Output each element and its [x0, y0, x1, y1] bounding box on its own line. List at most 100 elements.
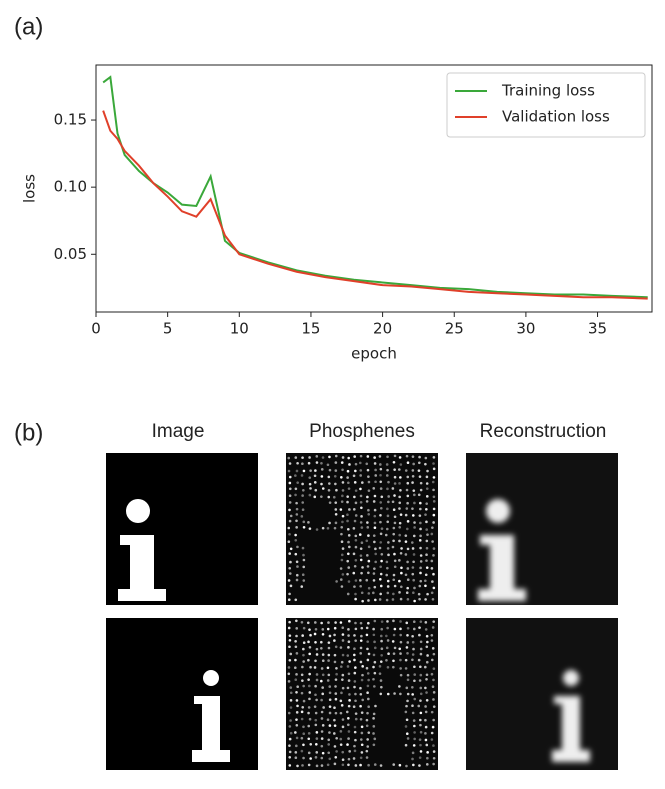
- phosphene: [340, 461, 344, 464]
- phosphene: [287, 598, 291, 602]
- phosphene: [334, 685, 337, 688]
- phosphene: [302, 732, 306, 736]
- phosphene: [413, 521, 416, 524]
- phosphene: [341, 456, 345, 459]
- phosphene: [315, 653, 319, 656]
- phosphene: [295, 723, 299, 727]
- phosphene: [432, 718, 435, 722]
- glyph-stem: [118, 589, 166, 601]
- phosphene: [400, 585, 403, 589]
- phosphene: [424, 738, 428, 742]
- phosphene: [341, 626, 345, 629]
- phosphene: [332, 495, 336, 499]
- phosphene: [411, 685, 414, 689]
- phosphene: [406, 673, 410, 677]
- phosphene: [373, 685, 376, 688]
- phosphene: [296, 545, 299, 549]
- phosphene: [431, 526, 434, 529]
- phosphene: [431, 540, 434, 543]
- phosphene: [365, 578, 369, 582]
- phosphene: [432, 507, 436, 511]
- phosphene: [341, 481, 345, 484]
- image-tile: [466, 618, 618, 770]
- phosphene: [359, 652, 362, 655]
- reconstruction: [478, 499, 526, 601]
- phosphene: [393, 521, 397, 525]
- phosphene: [366, 565, 370, 568]
- phosphene: [328, 501, 332, 504]
- phosphene: [425, 645, 429, 649]
- phosphene: [425, 487, 429, 490]
- phosphene: [314, 684, 317, 688]
- phosphene: [419, 566, 422, 570]
- phosphene: [398, 495, 401, 499]
- phosphene: [359, 474, 362, 477]
- phosphene: [367, 621, 370, 625]
- phosphene: [340, 660, 344, 664]
- phosphene: [366, 455, 370, 458]
- phosphene: [353, 585, 356, 588]
- phosphene: [393, 692, 396, 695]
- phosphene: [302, 647, 305, 651]
- phosphene: [333, 732, 336, 735]
- phosphene: [380, 647, 384, 650]
- phosphene: [413, 697, 417, 701]
- phosphene: [339, 711, 343, 715]
- phosphene: [379, 584, 383, 588]
- phosphene: [430, 710, 434, 714]
- phosphene: [406, 597, 410, 601]
- phosphene: [320, 756, 324, 760]
- phosphene: [347, 737, 350, 740]
- phosphene: [341, 573, 345, 576]
- phosphene: [372, 732, 375, 735]
- glyph-dot: [563, 670, 579, 686]
- phosphene: [406, 578, 410, 582]
- phosphene: [404, 710, 408, 714]
- phosphene: [359, 686, 362, 690]
- phosphene: [393, 482, 397, 485]
- phosphene: [404, 725, 408, 728]
- phosphene: [359, 763, 362, 767]
- phosphene: [379, 513, 382, 517]
- phosphene: [425, 763, 429, 766]
- phosphene: [366, 495, 369, 499]
- phosphene: [354, 699, 357, 703]
- phosphene: [346, 723, 350, 727]
- phosphene: [430, 591, 434, 595]
- phosphene: [419, 647, 423, 651]
- phosphene: [374, 468, 377, 472]
- phosphene: [404, 667, 408, 670]
- phosphene: [341, 750, 345, 754]
- phosphene: [307, 658, 310, 662]
- phosphene: [320, 698, 323, 702]
- phosphene: [295, 573, 299, 577]
- phosphene: [379, 679, 383, 682]
- phosphene: [379, 487, 383, 490]
- phosphene: [347, 487, 351, 490]
- phosphene: [302, 565, 306, 569]
- phosphene: [309, 633, 312, 637]
- phosphene: [327, 621, 330, 624]
- phosphene: [301, 665, 304, 669]
- phosphene: [426, 640, 429, 644]
- phosphene: [398, 559, 401, 562]
- phosphene: [358, 533, 362, 536]
- phosphene: [288, 638, 292, 642]
- phosphene: [359, 554, 363, 557]
- phosphene: [405, 686, 409, 690]
- phosphene: [346, 476, 349, 479]
- phosphene: [398, 591, 401, 594]
- phosphene: [413, 673, 417, 676]
- phosphene: [315, 698, 318, 702]
- phosphene: [432, 547, 436, 550]
- phosphene: [391, 545, 395, 549]
- phosphene: [334, 461, 338, 464]
- phosphene: [347, 540, 350, 544]
- phosphene: [307, 751, 311, 755]
- phosphene: [320, 468, 324, 471]
- phosphene: [412, 719, 416, 722]
- phosphene: [341, 763, 345, 767]
- phosphene: [412, 514, 415, 517]
- phosphene: [347, 628, 350, 631]
- phosphene: [426, 533, 429, 536]
